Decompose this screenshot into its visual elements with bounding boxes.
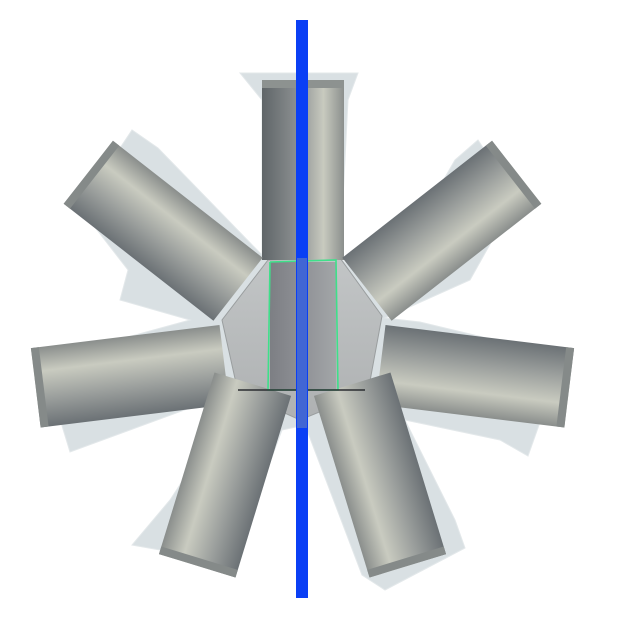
arm-left[interactable] [30,324,230,428]
arm-right[interactable] [375,324,575,428]
arm-upper-left[interactable] [63,140,263,321]
arm-lower-right[interactable] [313,372,447,578]
axis-line [296,20,308,598]
arm-lower-left[interactable] [158,372,292,578]
arm-upper-right[interactable] [342,140,542,321]
